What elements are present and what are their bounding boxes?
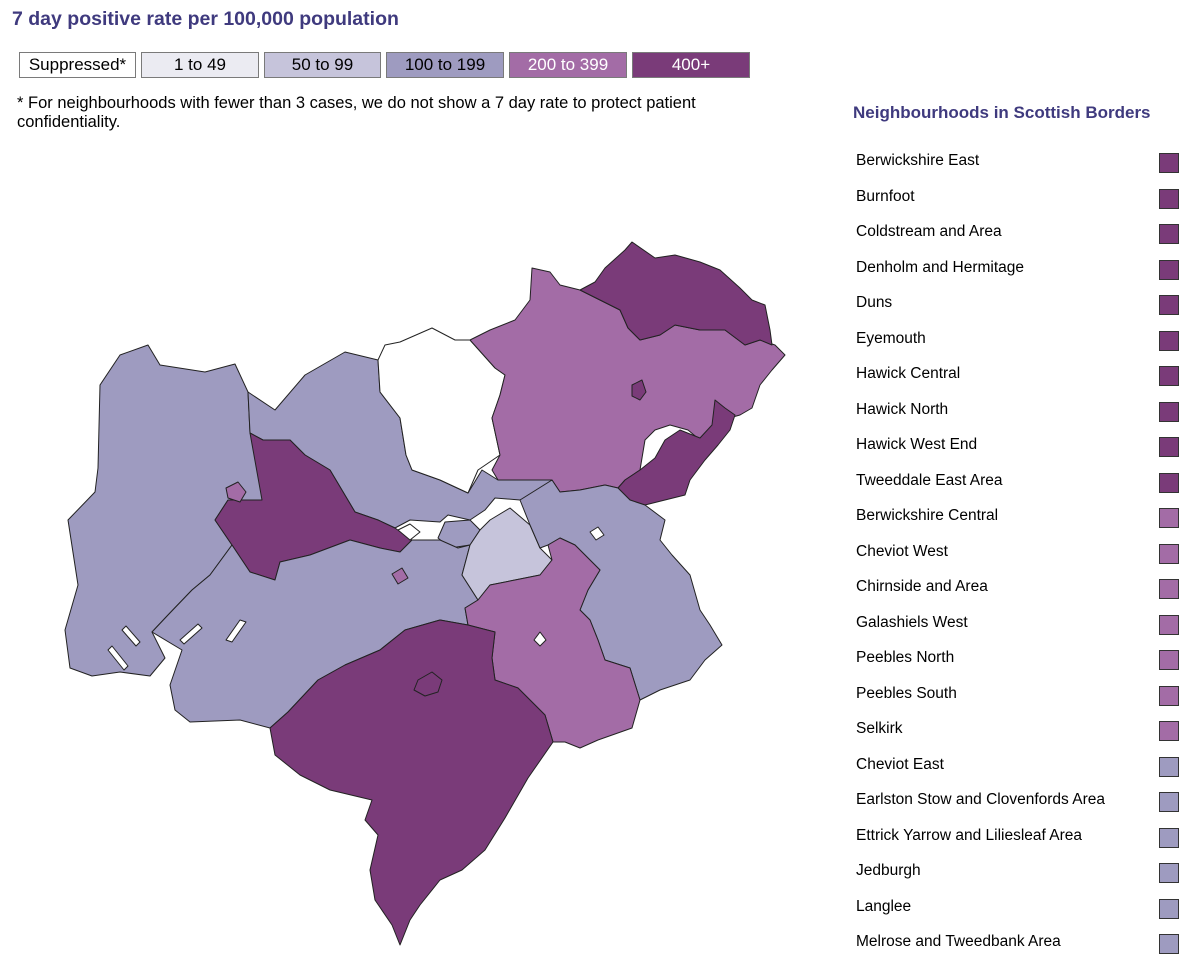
neighbourhood-name: Cheviot East <box>856 755 944 773</box>
neighbourhood-item[interactable]: Earlston Stow and Clovenfords Area <box>856 783 1182 819</box>
neighbourhood-item[interactable]: Burnfoot <box>856 180 1182 216</box>
neighbourhood-color-swatch <box>1159 721 1179 741</box>
neighbourhood-color-swatch <box>1159 330 1179 351</box>
neighbourhood-item[interactable]: Peebles South <box>856 677 1182 713</box>
map-region[interactable] <box>579 241 773 346</box>
neighbourhood-name: Galashiels West <box>856 613 968 631</box>
map-region[interactable] <box>533 631 547 647</box>
neighbourhood-name: Chirnside and Area <box>856 578 988 595</box>
neighbourhood-item[interactable]: Hawick North <box>856 393 1182 429</box>
neighbourhood-item[interactable]: Coldstream and Area <box>856 215 1182 251</box>
neighbourhood-color-swatch <box>1159 827 1179 848</box>
neighbourhood-color-swatch <box>1159 756 1179 777</box>
neighbourhood-color-swatch <box>1159 401 1179 422</box>
neighbourhood-color-swatch <box>1159 153 1179 173</box>
neighbourhood-color-swatch <box>1159 579 1179 599</box>
legend-item: Suppressed* <box>19 52 136 78</box>
legend-item: 1 to 49 <box>141 52 259 78</box>
map-region[interactable] <box>225 481 247 503</box>
map-region[interactable] <box>225 619 247 643</box>
rate-legend: Suppressed* 1 to 49 50 to 99 100 to 199 200 … <box>19 52 755 78</box>
suppression-footnote: * For neighbourhoods with fewer than 3 c… <box>17 94 696 131</box>
neighbourhood-color-swatch <box>1159 366 1179 386</box>
neighbourhood-item[interactable]: Galashiels West <box>856 606 1182 642</box>
neighbourhood-item[interactable]: Langlee <box>856 890 1182 926</box>
neighbourhood-name: Coldstream and Area <box>856 223 1002 240</box>
neighbourhood-name: Melrose and Tweedbank Area <box>856 933 1061 950</box>
neighbourhood-item[interactable]: Hawick West End <box>856 428 1182 464</box>
neighbourhood-name: Langlee <box>856 897 912 915</box>
neighbourhood-name: Berwickshire East <box>856 152 980 169</box>
neighbourhood-name: Peebles North <box>856 649 955 666</box>
scottish-borders-map[interactable] <box>0 0 820 958</box>
map-region[interactable] <box>269 619 554 946</box>
neighbourhood-item[interactable]: Hawick Central <box>856 357 1182 393</box>
legend-item: 100 to 199 <box>386 52 504 78</box>
map-region[interactable] <box>107 645 129 671</box>
neighbourhood-name: Hawick West End <box>856 436 978 453</box>
map-region[interactable] <box>391 567 409 585</box>
neighbourhood-item[interactable]: Jedburgh <box>856 854 1182 890</box>
legend-item: 400+ <box>632 52 750 78</box>
neighbourhood-color-swatch <box>1159 650 1179 670</box>
map-region[interactable] <box>631 379 647 401</box>
neighbourhood-name: Tweeddale East Area <box>856 471 1003 489</box>
neighbourhood-name: Ettrick Yarrow and Liliesleaf Area <box>856 826 1083 844</box>
neighbourhood-color-swatch <box>1159 685 1179 706</box>
neighbourhood-name: Hawick North <box>856 400 949 418</box>
neighbourhood-item[interactable]: Selkirk <box>856 712 1182 748</box>
neighbourhood-name: Selkirk <box>856 720 903 737</box>
neighbourhood-name: Jedburgh <box>856 862 921 879</box>
neighbourhood-name: Earlston Stow and Clovenfords Area <box>856 791 1105 808</box>
page-title: 7 day positive rate per 100,000 populati… <box>12 8 399 30</box>
neighbourhood-item[interactable]: Tweeddale East Area <box>856 464 1182 500</box>
neighbourhood-item[interactable]: Denholm and Hermitage <box>856 251 1182 287</box>
map-region[interactable] <box>179 623 203 645</box>
neighbourhood-name: Hawick Central <box>856 365 961 382</box>
neighbourhood-item[interactable]: Cheviot West <box>856 535 1182 571</box>
neighbourhood-name: Cheviot West <box>856 542 948 560</box>
neighbourhood-color-swatch <box>1159 614 1179 635</box>
neighbourhood-item[interactable]: Berwickshire East <box>856 144 1182 180</box>
neighbourhood-item[interactable]: Berwickshire Central <box>856 499 1182 535</box>
neighbourhood-color-swatch <box>1159 508 1179 528</box>
map-region[interactable] <box>413 671 443 697</box>
neighbourhood-name: Burnfoot <box>856 187 915 205</box>
neighbourhood-color-swatch <box>1159 934 1179 954</box>
neighbourhood-color-swatch <box>1159 295 1179 315</box>
map-region[interactable] <box>121 625 141 647</box>
neighbourhood-color-swatch <box>1159 792 1179 812</box>
neighbourhood-name: Berwickshire Central <box>856 507 999 524</box>
neighbourhood-color-swatch <box>1159 863 1179 883</box>
neighbourhood-name: Peebles South <box>856 684 957 702</box>
neighbourhood-name: Duns <box>856 294 893 311</box>
neighbourhood-item[interactable]: Peebles North <box>856 641 1182 677</box>
neighbourhood-color-swatch <box>1159 188 1179 209</box>
neighbourhood-list: Berwickshire East Burnfoot Coldstream and … <box>856 144 1182 961</box>
neighbourhood-item[interactable]: Melrose and Tweedbank Area <box>856 925 1182 961</box>
neighbourhood-item[interactable]: Eyemouth <box>856 322 1182 358</box>
neighbourhood-color-swatch <box>1159 259 1179 280</box>
neighbourhood-name: Denholm and Hermitage <box>856 258 1025 276</box>
neighbourhood-color-swatch <box>1159 543 1179 564</box>
neighbourhood-color-swatch <box>1159 437 1179 457</box>
neighbourhood-color-swatch <box>1159 224 1179 244</box>
neighbourhood-item[interactable]: Ettrick Yarrow and Liliesleaf Area <box>856 819 1182 855</box>
map-region[interactable] <box>397 523 421 541</box>
neighbourhoods-panel-title: Neighbourhoods in Scottish Borders <box>853 103 1151 122</box>
neighbourhood-item[interactable]: Cheviot East <box>856 748 1182 784</box>
legend-item: 200 to 399 <box>509 52 627 78</box>
map-region[interactable] <box>589 526 605 541</box>
legend-item: 50 to 99 <box>264 52 381 78</box>
neighbourhood-color-swatch <box>1159 898 1179 919</box>
neighbourhood-name: Eyemouth <box>856 329 926 347</box>
neighbourhood-color-swatch <box>1159 472 1179 493</box>
neighbourhood-item[interactable]: Duns <box>856 286 1182 322</box>
neighbourhood-item[interactable]: Chirnside and Area <box>856 570 1182 606</box>
